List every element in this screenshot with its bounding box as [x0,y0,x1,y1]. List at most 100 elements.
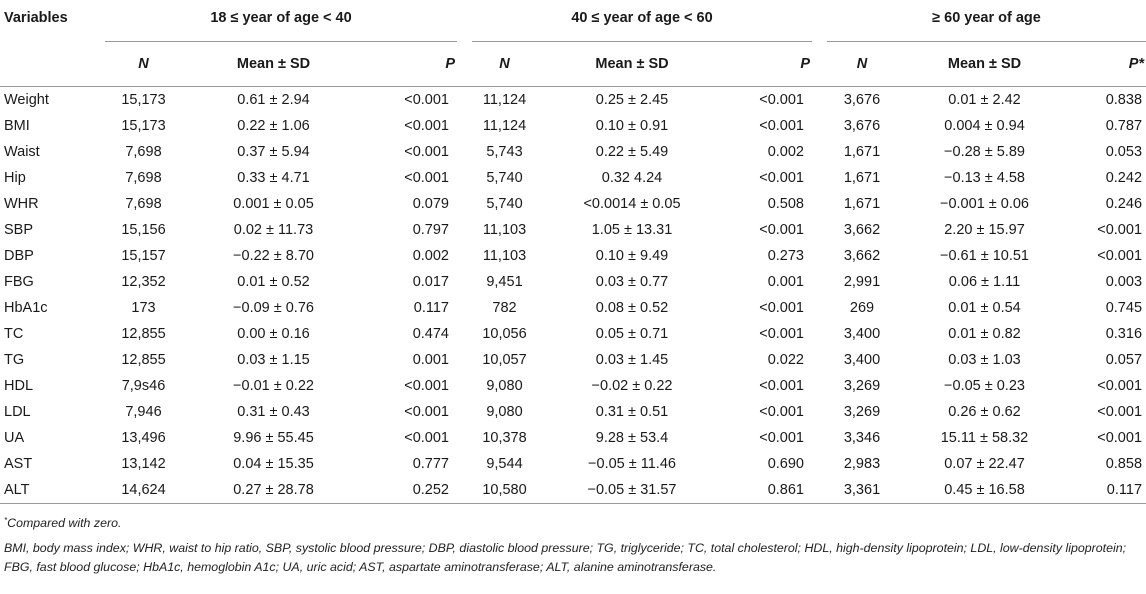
table-body: Weight 15,173 0.61 ± 2.94 <0.001 11,124 … [0,87,1146,504]
group2-n: 11,124 [482,92,527,108]
table-header: Variables 18 ≤ year of age < 40 40 ≤ yea… [0,0,1146,87]
group2-p: <0.001 [759,170,804,186]
group2-n: 10,056 [482,326,527,342]
group3-n: 1,671 [843,196,881,212]
group3-n: 2,983 [843,456,881,472]
variable-name: Hip [4,170,26,186]
group2-mean-sd: −0.05 ± 31.57 [537,477,727,504]
variable-name: HDL [4,378,34,394]
group1-mean-sd: −0.01 ± 0.22 [233,378,314,394]
group3-mean-sd: −0.13 ± 4.58 [944,170,1025,186]
variable-name: TG [4,352,25,368]
group3-n: 1,671 [843,170,881,186]
group2-mean-sd: 0.10 ± 9.49 [595,248,669,264]
group2-mean-sd: −0.05 ± 11.46 [588,456,676,472]
variable-name: HbA1c [4,300,48,316]
table-row: HDL 7,9s46 −0.01 ± 0.22 <0.001 9,080 −0.… [0,373,1146,399]
group3-n: 3,269 [843,378,881,394]
group1-n: 7,698 [125,196,162,212]
group1-p: <0.001 [404,430,449,446]
group3-mean-sd: −0.61 ± 10.51 [940,248,1029,264]
group3-n: 3,676 [843,92,881,108]
footnote-compared-text: Compared with zero. [7,516,122,530]
col-header-mean-sd: Mean ± SD [897,41,1072,87]
group2-p: 0.273 [767,248,804,264]
variable-name: DBP [4,248,34,264]
group2-p: <0.001 [759,222,804,238]
group1-mean-sd: −0.09 ± 0.76 [233,300,314,316]
group2-mean-sd: 1.05 ± 13.31 [591,222,673,238]
group3-p: 0.242 [1105,170,1143,186]
group2-mean-sd: −0.02 ± 0.22 [591,378,673,394]
group3-p: 0.057 [1105,352,1143,368]
group2-n: 9,080 [486,404,523,420]
group1-n: 15,173 [121,118,166,134]
group3-p: 0.053 [1105,144,1143,160]
group1-p: <0.001 [404,92,449,108]
group3-mean-sd: 0.26 ± 0.62 [948,404,1021,420]
group1-n: 13,496 [121,430,166,446]
table-row: SBP 15,156 0.02 ± 11.73 0.797 11,103 1.0… [0,217,1146,243]
table-footnotes: *Compared with zero. BMI, body mass inde… [4,514,1142,577]
group1-mean-sd: −0.22 ± 8.70 [233,248,314,264]
group3-p: 0.117 [1072,477,1146,504]
variable-name: TC [4,326,24,342]
group1-p: <0.001 [404,170,449,186]
group1-n: 7,946 [125,404,162,420]
group-header-60-plus: ≥ 60 year of age [827,0,1146,42]
group3-mean-sd: 0.45 ± 16.58 [897,477,1072,504]
group3-n: 3,662 [843,248,881,264]
group3-n: 3,400 [843,352,881,368]
table-row: UA 13,496 9.96 ± 55.45 <0.001 10,378 9.2… [0,425,1146,451]
group2-n: 10,378 [482,430,527,446]
group3-p: 0.745 [1105,300,1143,316]
group1-mean-sd: 0.61 ± 2.94 [237,92,310,108]
group2-mean-sd: 0.25 ± 2.45 [595,92,669,108]
group2-p: <0.001 [759,404,804,420]
variable-name: AST [4,456,33,472]
group3-mean-sd: −0.05 ± 0.23 [944,378,1025,394]
group2-mean-sd: 0.03 ± 0.77 [595,274,669,290]
col-header-n: N [105,41,182,87]
variable-name: SBP [4,222,34,238]
group2-n: 5,740 [486,170,523,186]
col-header-mean-sd: Mean ± SD [182,41,365,87]
group1-p: <0.001 [404,118,449,134]
variable-name: Waist [4,144,40,160]
group1-p: 0.079 [412,196,449,212]
group3-p: <0.001 [1097,404,1143,420]
table-row: ALT 14,624 0.27 ± 28.78 0.252 10,580 −0.… [0,477,1146,504]
footnote-marker: * [4,516,8,525]
group2-n: 11,124 [482,118,527,134]
group1-p: 0.474 [412,326,449,342]
group1-mean-sd: 0.02 ± 11.73 [233,222,314,238]
group1-n: 12,855 [121,326,166,342]
col-header-p: P [727,41,812,87]
variable-name: ALT [0,477,105,504]
group3-p: 0.316 [1105,326,1143,342]
group3-n: 3,346 [843,430,881,446]
group3-n: 3,676 [843,118,881,134]
col-header-n: N [827,41,897,87]
group3-mean-sd: −0.28 ± 5.89 [944,144,1025,160]
group3-mean-sd: 2.20 ± 15.97 [944,222,1025,238]
group3-n: 3,662 [843,222,881,238]
group2-n: 782 [492,300,517,316]
table-row: FBG 12,352 0.01 ± 0.52 0.017 9,451 0.03 … [0,269,1146,295]
group3-n: 269 [849,300,875,316]
group2-p: <0.001 [759,92,804,108]
group3-mean-sd: −0.001 ± 0.06 [940,196,1029,212]
group1-p: 0.797 [412,222,449,238]
group1-mean-sd: 0.37 ± 5.94 [237,144,310,160]
group2-p: <0.001 [759,118,804,134]
group2-p: <0.001 [759,326,804,342]
variable-name: LDL [4,404,31,420]
group2-p: <0.001 [759,378,804,394]
group1-n: 15,173 [121,92,166,108]
group2-mean-sd: 0.22 ± 5.49 [595,144,669,160]
group3-mean-sd: 0.004 ± 0.94 [944,118,1025,134]
table-row: Weight 15,173 0.61 ± 2.94 <0.001 11,124 … [0,87,1146,114]
table-row: LDL 7,946 0.31 ± 0.43 <0.001 9,080 0.31 … [0,399,1146,425]
group1-n: 173 [131,300,156,316]
group2-mean-sd: 0.08 ± 0.52 [595,300,669,316]
